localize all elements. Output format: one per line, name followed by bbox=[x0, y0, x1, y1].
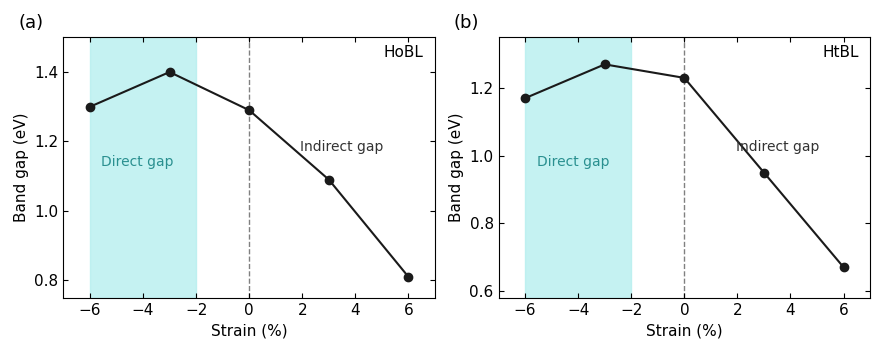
X-axis label: Strain (%): Strain (%) bbox=[646, 323, 722, 338]
Text: Direct gap: Direct gap bbox=[537, 155, 609, 169]
Bar bbox=[525, 37, 631, 298]
Text: HoBL: HoBL bbox=[384, 45, 423, 60]
Text: Indirect gap: Indirect gap bbox=[301, 140, 384, 154]
Text: (a): (a) bbox=[19, 14, 44, 32]
Bar bbox=[90, 37, 196, 298]
Text: Indirect gap: Indirect gap bbox=[735, 140, 819, 154]
Y-axis label: Band gap (eV): Band gap (eV) bbox=[449, 113, 464, 222]
Y-axis label: Band gap (eV): Band gap (eV) bbox=[14, 113, 29, 222]
X-axis label: Strain (%): Strain (%) bbox=[211, 323, 287, 338]
Text: Direct gap: Direct gap bbox=[102, 155, 174, 169]
Text: (b): (b) bbox=[454, 14, 479, 32]
Text: HtBL: HtBL bbox=[822, 45, 859, 60]
